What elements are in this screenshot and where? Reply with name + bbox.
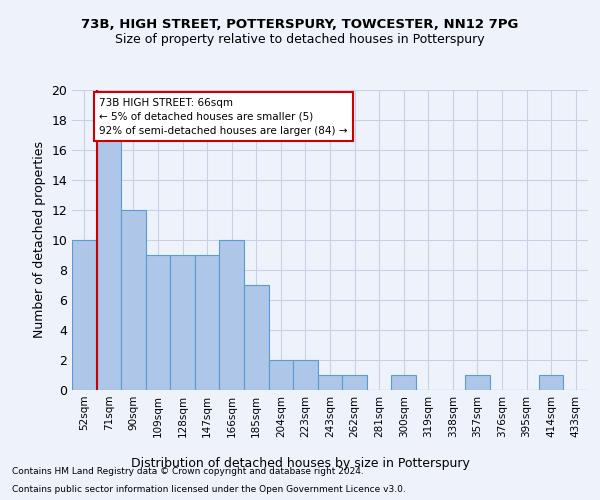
Bar	[293, 360, 318, 390]
Text: Distribution of detached houses by size in Potterspury: Distribution of detached houses by size …	[131, 458, 469, 470]
Text: 73B, HIGH STREET, POTTERSPURY, TOWCESTER, NN12 7PG: 73B, HIGH STREET, POTTERSPURY, TOWCESTER…	[82, 18, 518, 30]
Text: Contains HM Land Registry data © Crown copyright and database right 2024.: Contains HM Land Registry data © Crown c…	[12, 467, 364, 476]
Bar	[146, 255, 170, 390]
Bar	[391, 375, 416, 390]
Bar	[244, 285, 269, 390]
Text: Size of property relative to detached houses in Potterspury: Size of property relative to detached ho…	[115, 32, 485, 46]
Text: 73B HIGH STREET: 66sqm
← 5% of detached houses are smaller (5)
92% of semi-detac: 73B HIGH STREET: 66sqm ← 5% of detached …	[99, 98, 347, 136]
Bar	[539, 375, 563, 390]
Text: Contains public sector information licensed under the Open Government Licence v3: Contains public sector information licen…	[12, 485, 406, 494]
Bar	[342, 375, 367, 390]
Bar	[97, 135, 121, 390]
Bar	[465, 375, 490, 390]
Bar	[269, 360, 293, 390]
Bar	[220, 240, 244, 390]
Bar	[170, 255, 195, 390]
Bar	[72, 240, 97, 390]
Bar	[195, 255, 220, 390]
Bar	[318, 375, 342, 390]
Y-axis label: Number of detached properties: Number of detached properties	[33, 142, 46, 338]
Bar	[121, 210, 146, 390]
